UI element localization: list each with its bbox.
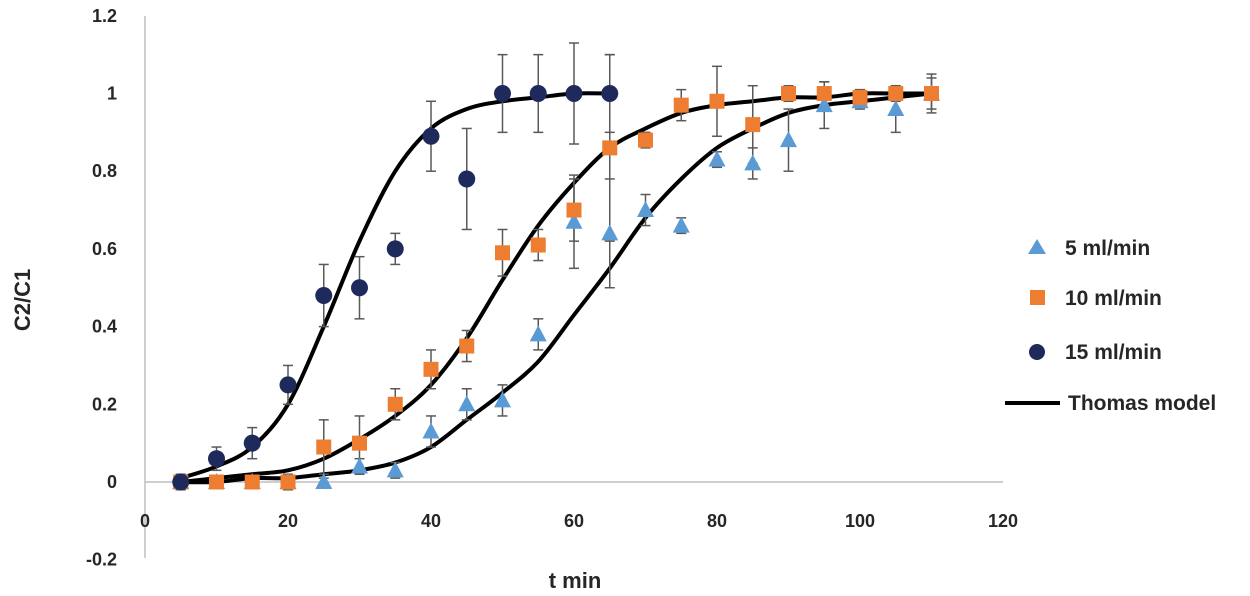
data-point-15-ml-min <box>243 434 261 452</box>
data-point-10-ml-min <box>852 89 868 105</box>
data-point-5-ml-min <box>458 395 476 412</box>
data-point-10-ml-min <box>530 237 546 253</box>
data-point-15-ml-min <box>351 279 368 297</box>
data-point-10-ml-min <box>816 86 832 101</box>
legend-marker-5ml <box>1028 239 1046 254</box>
axes: -0.2 0 0.2 0.4 0.6 0.8 1 1.2 0 20 40 60 80 100 120 <box>86 6 1018 570</box>
data-point-5-ml-min <box>565 212 583 229</box>
data-point-5-ml-min <box>529 325 547 342</box>
data-point-5-ml-min <box>672 216 690 233</box>
y-tick-label: 0.8 <box>92 161 117 181</box>
thomas-model-curves <box>180 91 932 485</box>
data-point-10-ml-min <box>209 474 224 490</box>
x-tick-label: 60 <box>564 511 584 531</box>
data-point-10-ml-min <box>673 97 689 113</box>
data-point-5-ml-min <box>601 224 619 241</box>
data-point-10-ml-min <box>924 86 939 101</box>
thomas-model-line <box>180 91 932 484</box>
data-point-5-ml-min <box>422 422 440 439</box>
data-point-10-ml-min <box>602 140 618 156</box>
data-point-5-ml-min <box>494 391 511 408</box>
data-point-5-ml-min <box>708 150 726 167</box>
legend-label-15ml: 15 ml/min <box>1065 341 1162 364</box>
x-tick-label: 100 <box>845 511 875 531</box>
data-point-10-ml-min <box>280 474 296 490</box>
y-tick-label: 0.6 <box>92 239 117 259</box>
data-point-15-ml-min <box>565 85 583 102</box>
y-axis-title: C2/C1 <box>10 269 35 331</box>
data-point-10-ml-min <box>316 439 332 455</box>
x-tick-label: 0 <box>140 511 150 531</box>
data-point-15-ml-min <box>494 85 511 102</box>
data-point-5-ml-min <box>744 154 762 171</box>
legend-marker-10ml <box>1030 290 1045 305</box>
data-point-10-ml-min <box>888 86 904 101</box>
x-tick-label: 40 <box>421 511 441 531</box>
data-point-10-ml-min <box>709 93 725 109</box>
x-tick-label: 20 <box>278 511 298 531</box>
data-point-5-ml-min <box>386 461 404 478</box>
data-point-15-ml-min <box>172 473 190 491</box>
y-tick-label: 0.4 <box>92 317 117 337</box>
legend-label-10ml: 10 ml/min <box>1065 287 1162 310</box>
data-point-10-ml-min <box>387 396 403 412</box>
x-axis-title: t min <box>549 568 602 593</box>
y-tick-label: 1.2 <box>92 6 117 26</box>
data-point-5-ml-min <box>887 100 905 117</box>
legend-label-thomas: Thomas model <box>1068 392 1216 415</box>
data-point-15-ml-min <box>315 287 333 305</box>
thomas-model-line <box>180 91 932 485</box>
data-point-10-ml-min <box>423 361 439 377</box>
data-point-10-ml-min <box>352 435 367 451</box>
data-point-15-ml-min <box>279 376 297 394</box>
x-tick-label: 120 <box>988 511 1018 531</box>
data-point-15-ml-min <box>386 240 404 258</box>
data-point-5-ml-min <box>315 473 333 489</box>
data-point-10-ml-min <box>745 117 761 133</box>
data-point-10-ml-min <box>638 132 653 148</box>
y-tick-label: 1 <box>107 84 117 104</box>
data-point-15-ml-min <box>458 170 476 188</box>
data-point-10-ml-min <box>781 86 796 101</box>
data-point-5-ml-min <box>780 131 797 148</box>
data-point-10-ml-min <box>244 474 260 490</box>
data-point-5-ml-min <box>815 96 833 113</box>
data-point-15-ml-min <box>208 450 225 468</box>
y-tick-label: -0.2 <box>86 550 117 570</box>
data-point-15-ml-min <box>529 85 547 102</box>
y-tick-label: 0.2 <box>92 394 117 414</box>
data-point-5-ml-min <box>637 201 654 218</box>
data-markers <box>172 84 940 491</box>
data-point-15-ml-min <box>422 127 440 145</box>
data-point-15-ml-min <box>601 85 619 102</box>
data-point-10-ml-min <box>495 245 510 261</box>
x-tick-label: 80 <box>707 511 727 531</box>
y-tick-label: 0 <box>107 472 117 492</box>
legend-label-5ml: 5 ml/min <box>1065 237 1150 260</box>
data-point-10-ml-min <box>566 202 582 218</box>
legend: 5 ml/min 10 ml/min 15 ml/min Thomas mode… <box>1005 237 1216 415</box>
legend-marker-15ml <box>1029 344 1045 360</box>
data-point-10-ml-min <box>459 338 475 354</box>
data-point-5-ml-min <box>351 457 368 474</box>
